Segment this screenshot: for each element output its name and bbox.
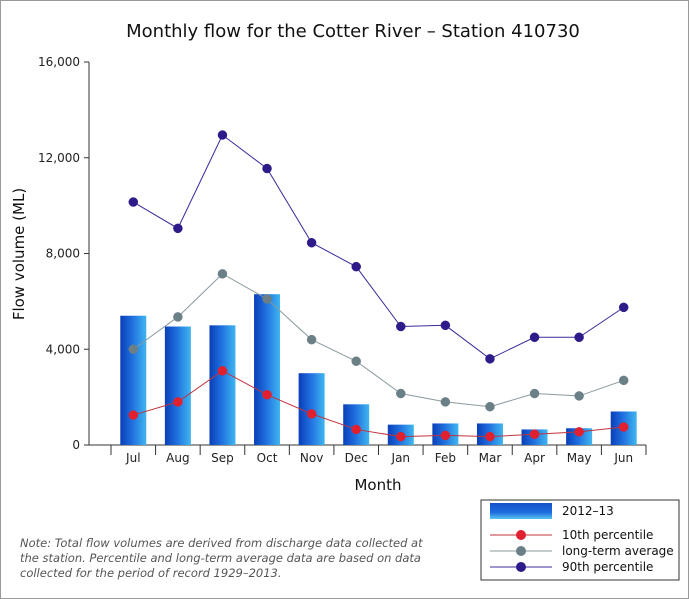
- series-point: [485, 354, 495, 364]
- legend-label: 2012–13: [562, 504, 614, 518]
- bar: [209, 325, 236, 445]
- legend-label: long-term average: [562, 544, 674, 558]
- x-tick-label: Jan: [391, 451, 411, 465]
- series-point: [262, 163, 272, 174]
- series-point: [173, 397, 183, 407]
- series-point: [262, 294, 272, 304]
- line-series: [128, 130, 629, 442]
- series-point: [574, 332, 584, 343]
- x-tick-label: Mar: [479, 451, 502, 465]
- bar: [298, 373, 325, 445]
- series-point: [217, 130, 228, 140]
- x-tick-label: May: [567, 451, 592, 465]
- series-point: [306, 334, 317, 345]
- y-tick-label: 8,000: [46, 247, 80, 261]
- series-point: [306, 409, 317, 419]
- legend-marker: [516, 530, 526, 540]
- series-point: [173, 312, 183, 322]
- y-axis-label: Flow volume (ML): [10, 188, 28, 320]
- series-point: [396, 321, 406, 332]
- legend: 2012–13 10th percentile long-term average 9…: [480, 499, 680, 581]
- x-tick-label: Sep: [211, 451, 234, 465]
- y-tick-label: 4,000: [46, 342, 80, 356]
- x-axis: Jul Aug Sep Oct Nov Dec Jan Feb Mar Apr May Jun: [89, 444, 647, 465]
- series-point: [128, 344, 139, 354]
- series-point: [440, 397, 451, 407]
- series-point: [351, 261, 361, 272]
- bar-series: [120, 294, 637, 445]
- x-tick-label: Dec: [345, 451, 368, 465]
- legend-label: 10th percentile: [562, 528, 653, 542]
- bar: [343, 404, 370, 445]
- series-point: [217, 269, 228, 279]
- series-point: [485, 431, 495, 442]
- series-line: [133, 134, 624, 360]
- series-point: [128, 197, 139, 207]
- series-point: [529, 429, 540, 439]
- y-axis: 0 4,000 8,000 12,000 16,000: [38, 55, 90, 452]
- series-point: [440, 320, 451, 331]
- series-point: [262, 389, 272, 400]
- series-point: [351, 424, 361, 435]
- series-point: [485, 401, 495, 412]
- series-point: [529, 332, 540, 343]
- x-tick-label: Feb: [435, 451, 456, 465]
- chart-title: Monthly flow for the Cotter River – Stat…: [126, 21, 580, 42]
- series-line: [133, 370, 624, 438]
- series-point: [618, 422, 629, 432]
- x-tick-label: Jul: [125, 451, 140, 465]
- series-point: [306, 237, 317, 248]
- y-tick-label: 12,000: [38, 151, 80, 165]
- series-point: [440, 430, 451, 441]
- series-point: [529, 388, 540, 399]
- series-point: [618, 375, 629, 386]
- series-point: [351, 356, 361, 366]
- series-point: [396, 388, 406, 399]
- series-point: [217, 366, 228, 376]
- series-point: [128, 410, 139, 420]
- y-tick-label: 0: [72, 438, 80, 452]
- bar: [254, 294, 281, 445]
- x-tick-label: Aug: [166, 451, 189, 465]
- series-point: [173, 223, 183, 234]
- series-line: [132, 273, 624, 408]
- x-axis-label: Month: [354, 476, 401, 494]
- x-tick-label: Nov: [300, 451, 323, 465]
- series-point: [574, 391, 584, 401]
- bar: [120, 315, 147, 445]
- x-tick-label: Apr: [524, 451, 545, 465]
- x-tick-label: Jun: [613, 451, 633, 465]
- x-tick-label: Oct: [257, 451, 278, 465]
- legend-bar-swatch: [490, 503, 552, 519]
- bar: [164, 326, 191, 445]
- chart-note: Note: Total flow volumes are derived fro…: [20, 536, 423, 580]
- series-point: [618, 302, 629, 313]
- y-tick-label: 16,000: [38, 55, 80, 69]
- series-point: [396, 431, 406, 442]
- series-point: [574, 427, 584, 437]
- legend-label: 90th percentile: [562, 560, 653, 574]
- legend-marker: [516, 562, 526, 572]
- legend-marker: [516, 546, 526, 556]
